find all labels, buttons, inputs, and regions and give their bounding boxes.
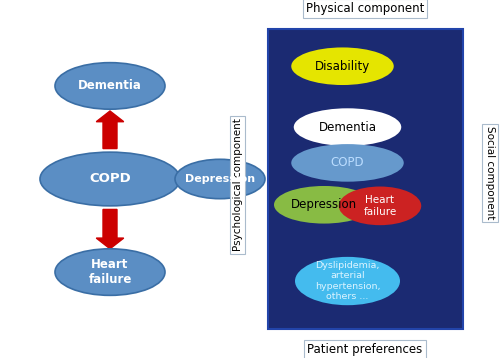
Text: Heart
failure: Heart failure: [364, 195, 396, 217]
Ellipse shape: [294, 108, 401, 146]
Ellipse shape: [40, 152, 180, 206]
Text: Disability: Disability: [315, 60, 370, 73]
Text: Patient preferences: Patient preferences: [308, 343, 422, 355]
Text: Dementia: Dementia: [318, 121, 376, 134]
Text: COPD: COPD: [89, 173, 131, 185]
Text: Social component: Social component: [485, 126, 495, 220]
FancyArrow shape: [96, 111, 124, 149]
Text: Depression: Depression: [185, 174, 255, 184]
Text: Dementia: Dementia: [78, 79, 142, 92]
FancyBboxPatch shape: [268, 29, 462, 329]
FancyArrow shape: [96, 209, 124, 249]
Ellipse shape: [291, 47, 394, 85]
Ellipse shape: [55, 63, 165, 109]
Ellipse shape: [55, 249, 165, 295]
Text: Dyslipidemia,
arterial
hypertension,
others ...: Dyslipidemia, arterial hypertension, oth…: [315, 261, 380, 301]
Ellipse shape: [291, 144, 404, 182]
Ellipse shape: [175, 159, 265, 199]
Text: Heart
failure: Heart failure: [88, 258, 132, 286]
Ellipse shape: [339, 187, 421, 225]
Text: Depression: Depression: [291, 198, 357, 211]
Text: Physical component: Physical component: [306, 3, 424, 15]
Ellipse shape: [274, 186, 374, 223]
Text: COPD: COPD: [330, 156, 364, 169]
FancyArrow shape: [168, 171, 195, 187]
Ellipse shape: [295, 257, 400, 305]
Text: Psychological component: Psychological component: [232, 118, 242, 251]
